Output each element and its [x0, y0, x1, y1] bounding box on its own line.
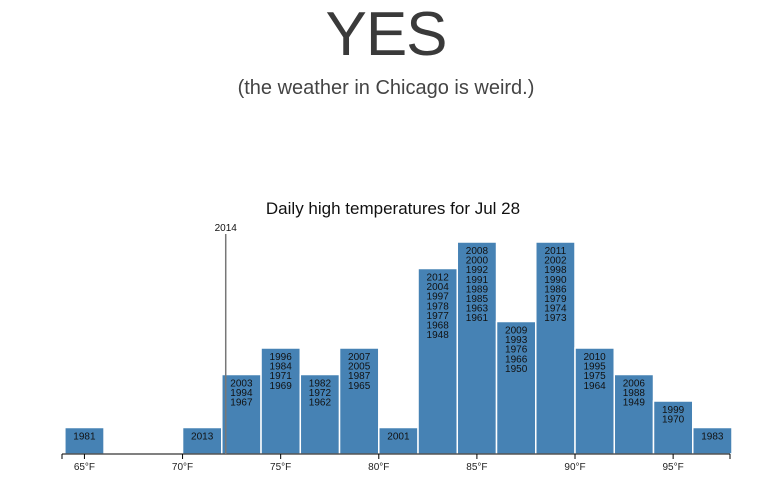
- bar-year-label: 1970: [662, 415, 685, 426]
- bar-year-label: 1973: [544, 313, 567, 324]
- bar-year-label: 1969: [270, 381, 293, 392]
- bar-year-label: 1994: [230, 388, 253, 399]
- bar-year-label: 1968: [427, 321, 450, 332]
- bar-year-label: 1979: [544, 294, 567, 305]
- bar: [417, 267, 459, 455]
- bar-year-label: 1949: [623, 398, 646, 409]
- x-tick-label: 85°F: [466, 462, 487, 473]
- bar-year-label: 1978: [427, 301, 450, 312]
- bar-year-label: 1964: [584, 381, 607, 392]
- subhead: (the weather in Chicago is weird.): [237, 77, 535, 99]
- x-tick-label: 80°F: [368, 462, 389, 473]
- bar-year-label: 2000: [466, 256, 489, 267]
- chart-title: Daily high temperatures for Jul 28: [266, 199, 520, 218]
- x-axis: 65°F 70°F 75°F 80°F 85°F 90°F 95°F: [61, 453, 731, 473]
- bar: [378, 426, 419, 455]
- bar-year-label: 1999: [662, 405, 685, 416]
- bar-year-label: 1997: [427, 292, 450, 303]
- bar-year-label: 2008: [466, 246, 489, 257]
- bar-year-label: 1977: [427, 311, 450, 322]
- headline: YES: [325, 0, 447, 69]
- bar-year-label: 1976: [505, 345, 528, 356]
- bar: [338, 347, 380, 455]
- bar-year-label: 1948: [427, 330, 450, 341]
- bar-year-label: 1987: [348, 371, 371, 382]
- bar-year-label: 1986: [544, 284, 567, 295]
- bar: [456, 241, 498, 455]
- bar: [652, 400, 694, 455]
- bar: [495, 320, 537, 455]
- marker-layer: 2014: [215, 223, 238, 454]
- bar-group: 1981: [64, 426, 105, 455]
- bar-year-label: 1985: [466, 294, 489, 305]
- bar-group: 1983: [692, 426, 733, 455]
- bar-year-label: 1992: [466, 265, 489, 276]
- bar-year-label: 1965: [348, 381, 371, 392]
- bar-year-label: 1982: [309, 379, 332, 390]
- bar-year-label: 2006: [623, 379, 646, 390]
- bar-year-label: 2013: [191, 432, 214, 443]
- bar-year-label: 1950: [505, 364, 528, 375]
- bar-year-label: 2009: [505, 326, 528, 337]
- bar-year-label: 1961: [466, 313, 489, 324]
- current-year-label: 2014: [215, 223, 238, 234]
- bar-year-label: 2004: [427, 282, 450, 293]
- bar-year-label: 1981: [73, 432, 96, 443]
- bar-year-label: 1983: [701, 432, 724, 443]
- bar-year-label: 1993: [505, 335, 528, 346]
- x-tick-label: 70°F: [172, 462, 193, 473]
- bar-year-label: 1966: [505, 354, 528, 365]
- bar-year-label: 2011: [545, 246, 567, 257]
- bar: [299, 373, 341, 455]
- bar-year-label: 2001: [387, 432, 410, 443]
- bar-year-label: 2010: [584, 352, 607, 363]
- bar-year-label: 1972: [309, 388, 332, 399]
- bar-year-label: 1989: [466, 284, 489, 295]
- bar-year-label: 1984: [270, 362, 293, 373]
- bar-year-label: 1967: [230, 398, 253, 409]
- bar-year-label: 1998: [544, 265, 567, 276]
- bar-year-label: 1990: [544, 275, 567, 286]
- bar-group: 2001: [378, 426, 419, 455]
- x-tick-label: 65°F: [74, 462, 95, 473]
- bar: [535, 241, 576, 455]
- bar-year-label: 2005: [348, 362, 371, 373]
- bar-year-label: 1963: [466, 304, 489, 315]
- bar-year-label: 1962: [309, 398, 332, 409]
- bar-year-label: 1975: [584, 371, 607, 382]
- x-tick-label: 90°F: [564, 462, 585, 473]
- x-tick-label: 95°F: [663, 462, 684, 473]
- bar-year-label: 1996: [270, 352, 293, 363]
- x-tick-label: 75°F: [270, 462, 291, 473]
- bar-year-label: 1971: [270, 371, 293, 382]
- bar-group: 2013: [181, 426, 223, 455]
- bar-year-label: 2002: [544, 256, 567, 267]
- bar-year-label: 2012: [427, 273, 450, 284]
- bar-year-label: 2003: [230, 379, 253, 390]
- bar-year-label: 2007: [348, 352, 371, 363]
- bar-year-label: 1974: [544, 304, 567, 315]
- bar: [64, 426, 105, 455]
- bar-year-label: 1988: [623, 388, 646, 399]
- bar: [574, 347, 616, 455]
- bar-year-label: 1995: [584, 362, 607, 373]
- bar-year-label: 1991: [466, 275, 489, 286]
